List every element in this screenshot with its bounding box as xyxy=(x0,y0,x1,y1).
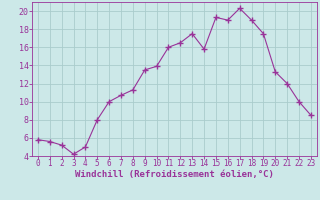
X-axis label: Windchill (Refroidissement éolien,°C): Windchill (Refroidissement éolien,°C) xyxy=(75,170,274,179)
